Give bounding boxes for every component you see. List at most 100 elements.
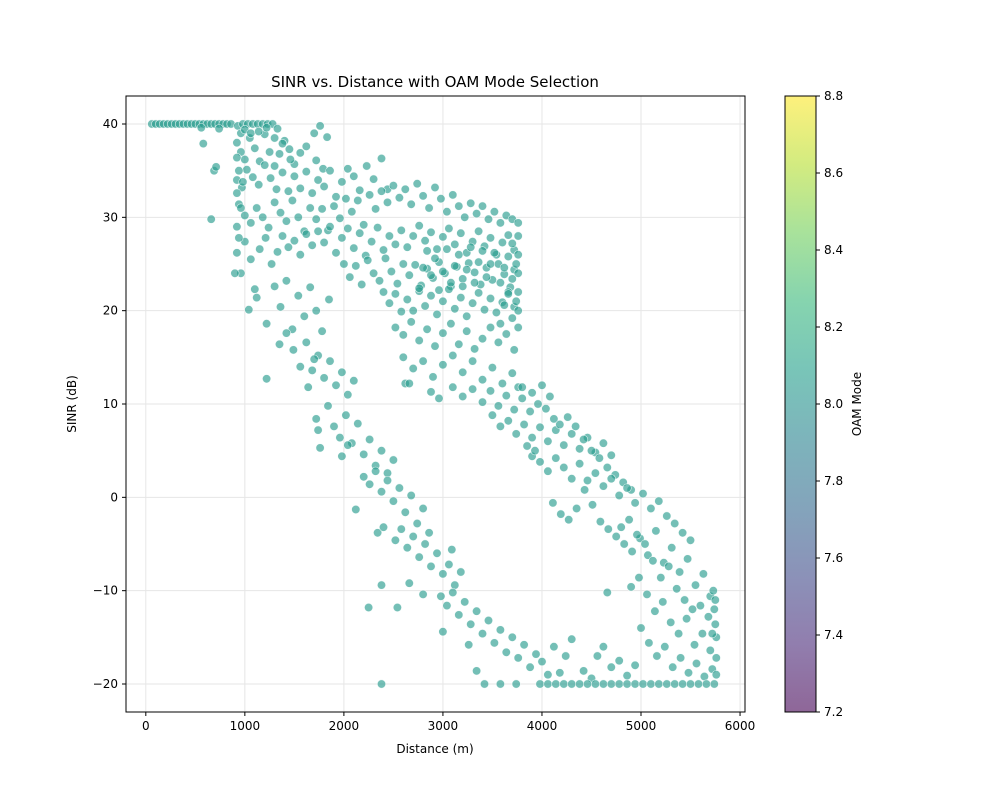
data-point bbox=[513, 287, 523, 297]
y-axis-label: SINR (dB) bbox=[65, 375, 79, 433]
data-point bbox=[606, 450, 616, 460]
colorbar-tick-label: 7.2 bbox=[824, 705, 843, 719]
data-point bbox=[448, 350, 458, 360]
data-point bbox=[707, 629, 717, 639]
data-point bbox=[507, 239, 517, 249]
data-point bbox=[652, 651, 662, 661]
data-point bbox=[670, 518, 680, 528]
data-point bbox=[636, 623, 646, 633]
data-point bbox=[479, 305, 489, 315]
data-point bbox=[454, 339, 464, 349]
data-point bbox=[432, 548, 442, 558]
data-point bbox=[622, 679, 632, 689]
data-point bbox=[468, 298, 478, 308]
data-point bbox=[438, 232, 448, 242]
data-point bbox=[418, 589, 428, 599]
data-point bbox=[295, 183, 305, 193]
data-point bbox=[376, 154, 386, 164]
data-point bbox=[408, 231, 418, 241]
data-point bbox=[567, 429, 577, 439]
data-point bbox=[418, 503, 428, 513]
data-point bbox=[396, 524, 406, 534]
x-tick-label: 2000 bbox=[329, 719, 360, 733]
data-point bbox=[489, 638, 499, 648]
data-point bbox=[371, 204, 381, 214]
data-point bbox=[414, 552, 424, 562]
data-point bbox=[430, 253, 440, 263]
data-point bbox=[533, 399, 543, 409]
data-point bbox=[477, 201, 487, 211]
colorbar-gradient bbox=[784, 95, 817, 713]
data-point bbox=[450, 239, 460, 249]
data-point bbox=[277, 168, 287, 178]
data-point bbox=[424, 528, 434, 538]
data-point bbox=[507, 632, 517, 642]
data-point bbox=[315, 443, 325, 453]
data-point bbox=[246, 254, 256, 264]
data-point bbox=[487, 410, 497, 420]
data-point bbox=[658, 597, 668, 607]
data-point bbox=[206, 214, 216, 224]
data-point bbox=[349, 243, 359, 253]
data-point bbox=[362, 161, 372, 171]
data-point bbox=[472, 666, 482, 676]
data-point bbox=[606, 474, 616, 484]
data-point bbox=[693, 679, 703, 689]
data-point bbox=[331, 380, 341, 390]
data-point bbox=[672, 584, 682, 594]
data-point bbox=[699, 671, 709, 681]
data-point bbox=[466, 242, 476, 252]
data-point bbox=[442, 207, 452, 217]
data-point bbox=[627, 546, 637, 556]
data-point bbox=[309, 128, 319, 138]
data-point bbox=[301, 229, 311, 239]
data-point bbox=[214, 124, 224, 134]
data-point bbox=[513, 250, 523, 260]
colorbar-tick-label: 8.2 bbox=[824, 320, 843, 334]
data-point bbox=[572, 503, 582, 513]
data-point bbox=[305, 282, 315, 292]
data-point bbox=[477, 629, 487, 639]
data-point bbox=[470, 344, 480, 354]
data-point bbox=[501, 647, 511, 657]
data-point bbox=[650, 606, 660, 616]
data-point bbox=[236, 203, 246, 213]
data-point bbox=[501, 391, 511, 401]
data-point bbox=[497, 238, 507, 248]
x-tick-label: 4000 bbox=[527, 719, 558, 733]
data-point bbox=[398, 330, 408, 340]
data-point bbox=[582, 475, 592, 485]
data-point bbox=[513, 218, 523, 228]
data-point bbox=[567, 679, 577, 689]
data-point bbox=[378, 522, 388, 532]
data-point bbox=[527, 433, 537, 443]
data-point bbox=[501, 329, 511, 339]
data-point bbox=[384, 298, 394, 308]
data-point bbox=[646, 679, 656, 689]
data-point bbox=[571, 421, 581, 431]
data-point bbox=[438, 328, 448, 338]
data-point bbox=[262, 123, 272, 133]
data-points bbox=[147, 119, 721, 689]
data-point bbox=[697, 629, 707, 639]
data-point bbox=[349, 171, 359, 181]
data-point bbox=[527, 388, 537, 398]
data-point bbox=[404, 270, 414, 280]
data-point bbox=[272, 247, 282, 257]
data-point bbox=[477, 246, 487, 256]
data-point bbox=[418, 356, 428, 366]
data-point bbox=[701, 679, 711, 689]
data-point bbox=[619, 539, 629, 549]
data-point bbox=[406, 199, 416, 209]
data-point bbox=[438, 296, 448, 306]
data-point bbox=[434, 285, 444, 295]
y-tick-label: −20 bbox=[93, 677, 118, 691]
data-point bbox=[522, 441, 532, 451]
data-point bbox=[531, 649, 541, 659]
data-point bbox=[632, 530, 642, 540]
data-point bbox=[196, 123, 206, 133]
data-point bbox=[638, 489, 648, 499]
data-point bbox=[470, 278, 480, 288]
data-point bbox=[293, 212, 303, 222]
